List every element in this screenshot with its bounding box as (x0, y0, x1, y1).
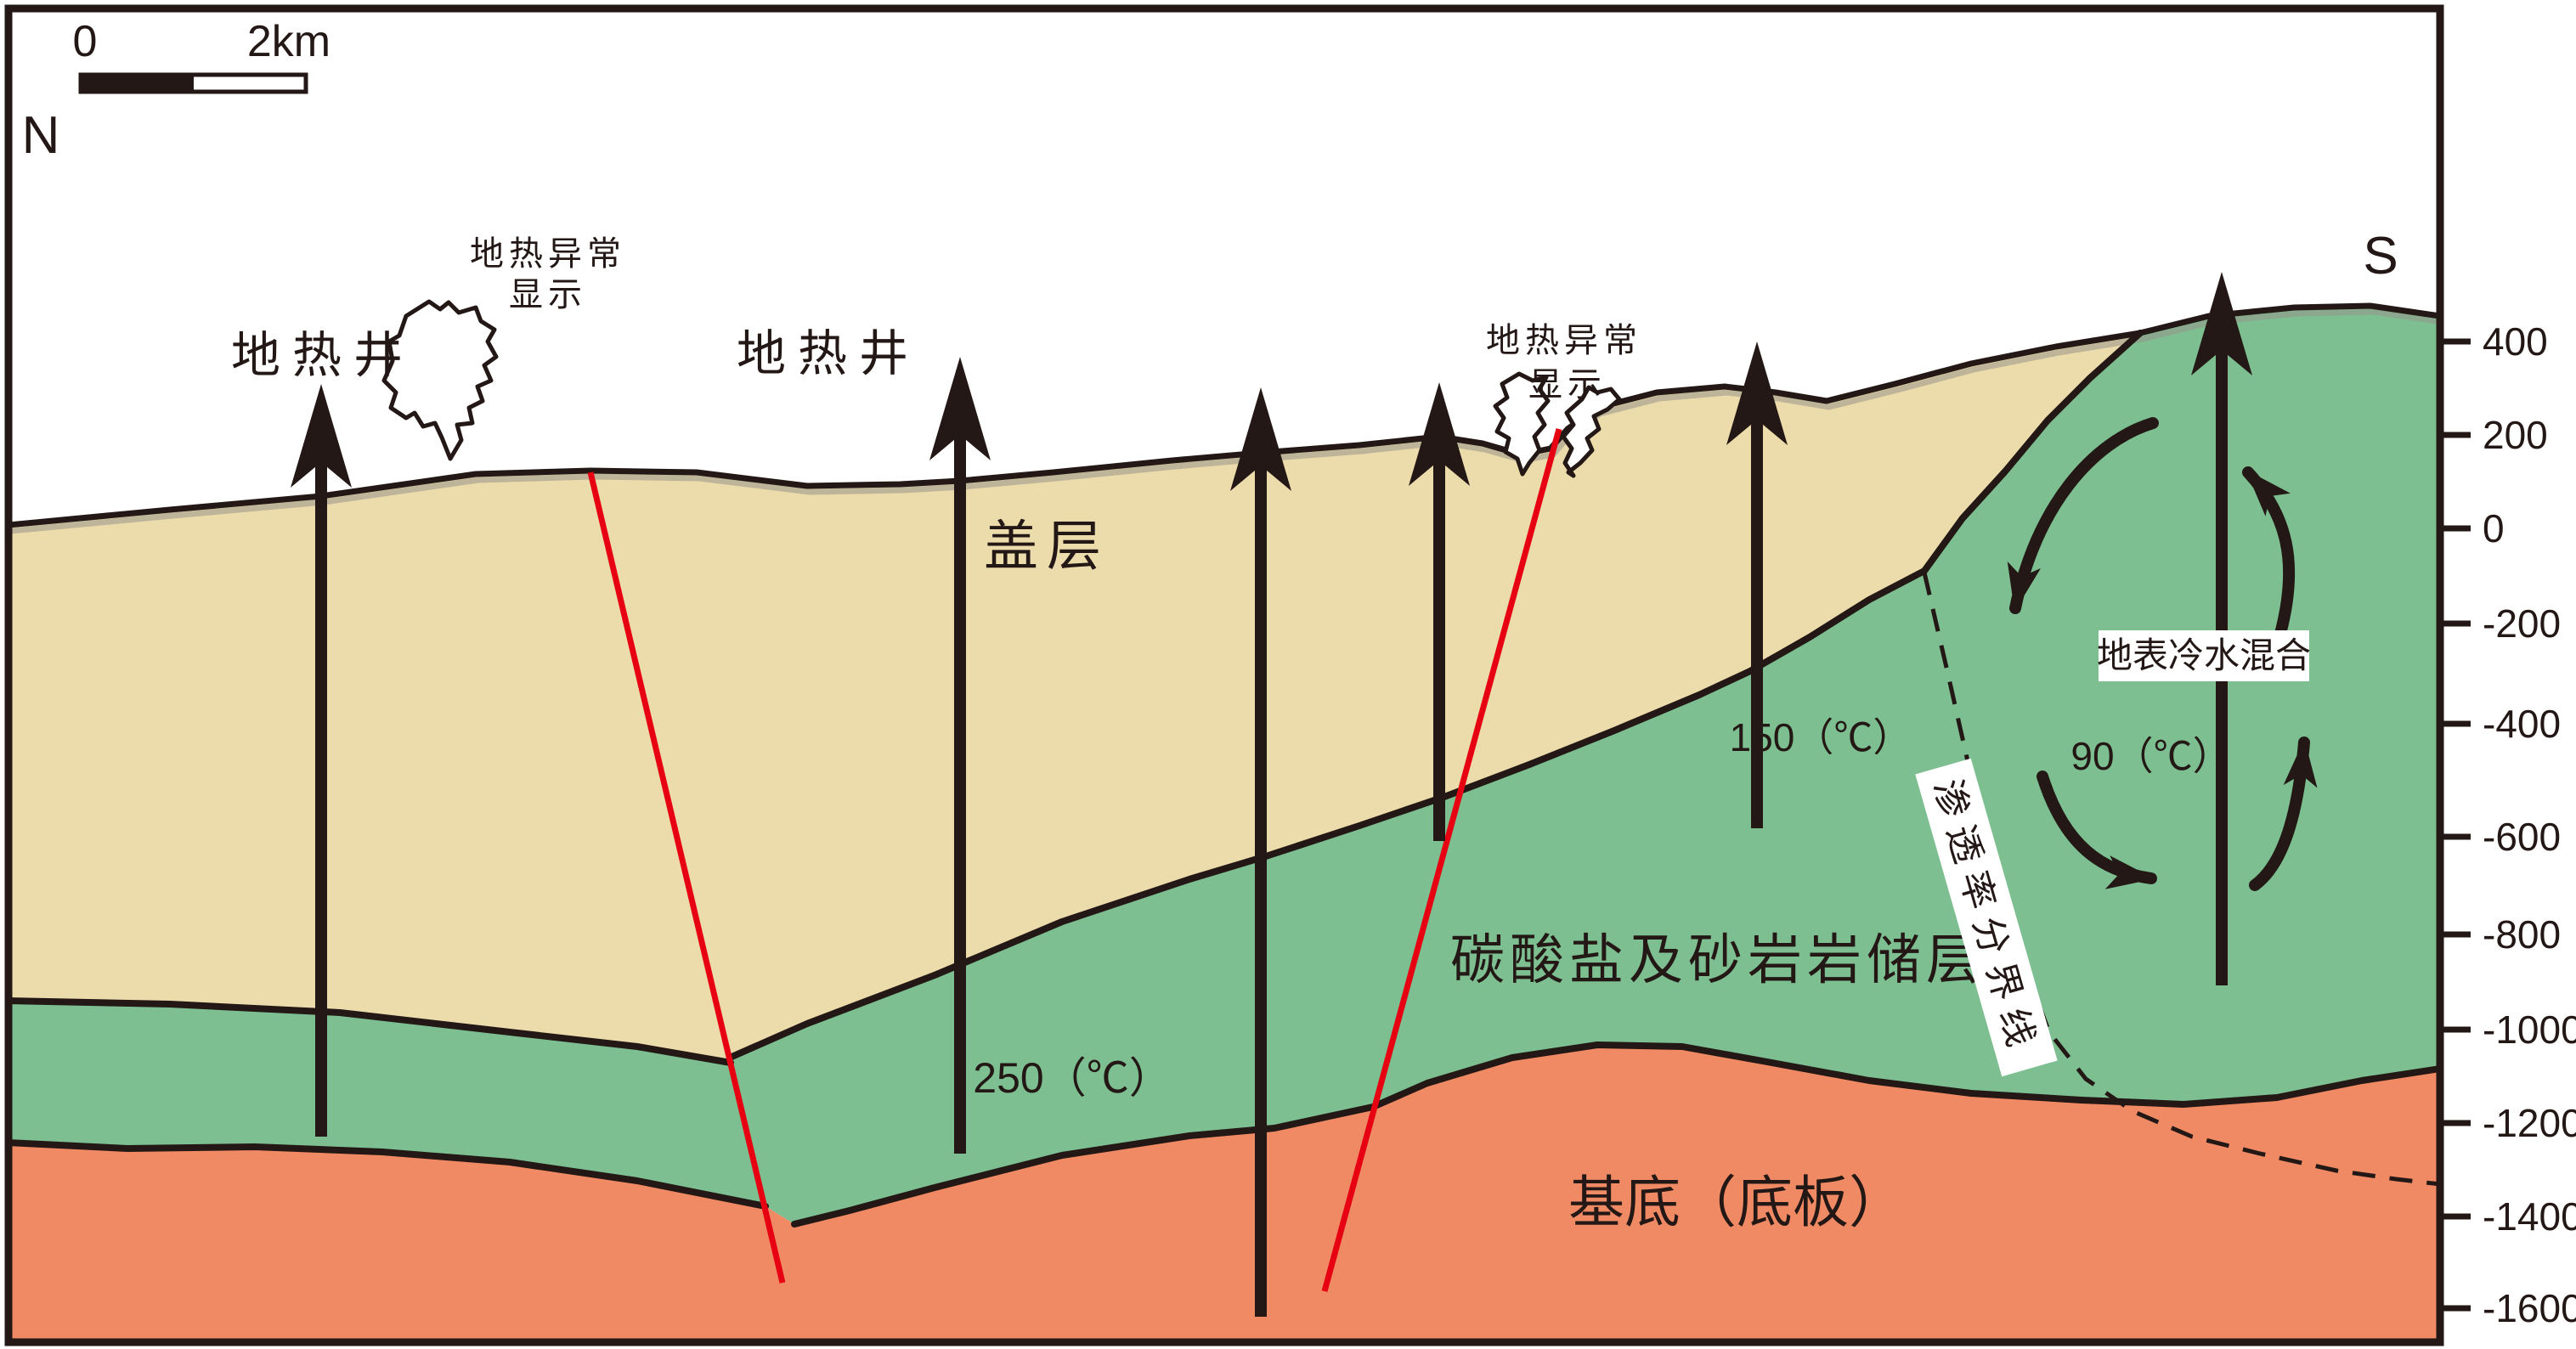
temperature-150-label: 150（℃） (1730, 715, 1912, 759)
basement-layer-region (12, 1045, 2437, 1339)
depth-axis: 400 200 0 -200 -400 -600 -800 -1000 -120… (2440, 319, 2576, 1330)
scale-end-label: 2km (247, 17, 330, 66)
well-label-1: 地热井 (231, 328, 415, 383)
scale-bar: 0 2km (73, 17, 330, 94)
compass-south-label: S (2363, 227, 2398, 285)
depth-label-0: 0 (2483, 506, 2505, 550)
depth-label-n400: -400 (2483, 702, 2561, 746)
hot-water-upflow-arrow-upper (2242, 466, 2296, 640)
depth-label-n600: -600 (2483, 815, 2561, 859)
well-arrow-5 (1726, 341, 1788, 828)
reservoir-layer-label: 碳酸盐及砂岩岩储层 (1450, 930, 1986, 991)
depth-label-n1000: -1000 (2483, 1008, 2576, 1052)
reservoir-layer-region (12, 306, 2437, 1224)
anomaly-outline-2-right (1561, 385, 1622, 478)
well-arrow-4 (1409, 382, 1470, 841)
cold-water-downflow-arrow-lower (2037, 770, 2157, 889)
scale-start-label: 0 (73, 17, 98, 66)
compass-north-label: N (22, 106, 60, 165)
depth-label-n200: -200 (2483, 601, 2561, 646)
cold-water-mixing-annotation: 地表冷水混合 (2097, 630, 2311, 681)
cap-layer-region (12, 333, 2140, 1063)
temperature-250-label: 250（℃） (973, 1054, 1171, 1102)
temperature-90-label: 90（℃） (2070, 734, 2231, 778)
depth-label-n1600: -1600 (2483, 1286, 2576, 1330)
fault-line-north (587, 471, 786, 1284)
reservoir-basement-boundary-east (791, 1041, 2437, 1228)
depth-label-400: 400 (2483, 319, 2548, 364)
well-label-2: 地热井 (737, 326, 920, 381)
anomaly-outline-1 (381, 299, 499, 461)
depth-label-n800: -800 (2483, 912, 2561, 957)
cap-layer-label: 盖层 (984, 516, 1110, 577)
figure-frame (4, 4, 2444, 1346)
geology-layers (12, 272, 2437, 1339)
anomaly-label-1: 地热异常 显示 (470, 234, 626, 313)
permeability-label-background (1915, 758, 2058, 1077)
depth-label-n1200: -1200 (2483, 1101, 2576, 1145)
cap-reservoir-boundary-west (12, 997, 734, 1066)
well-arrow-2 (929, 357, 991, 1154)
anomaly-label-2: 地热异常 显示 (1486, 321, 1642, 404)
depth-label-n1400: -1400 (2483, 1194, 2576, 1239)
cap-reservoir-boundary-east (726, 330, 2144, 1061)
anomaly-label-2-line1: 地热异常 (1486, 321, 1642, 359)
anomaly-label-1-line1: 地热异常 (470, 234, 626, 273)
cold-water-downflow-arrow-upper (2007, 417, 2159, 614)
scale-bar-solid-half (81, 75, 194, 92)
anomaly-outline-2-left (1493, 371, 1551, 477)
anomaly-label-2-line2: 显示 (1528, 365, 1607, 404)
cold-water-label-background (2099, 630, 2309, 681)
anomaly-label-1-line2: 显示 (509, 275, 587, 313)
hot-water-upflow-arrow-lower (2249, 737, 2318, 891)
well-arrow-3 (1230, 387, 1291, 1317)
cold-water-mixing-label: 地表冷水混合 (2097, 637, 2311, 676)
basement-layer-label: 基底（底板） (1568, 1172, 1905, 1234)
fault-line-south (1321, 428, 1562, 1292)
depth-label-200: 200 (2483, 413, 2548, 457)
well-arrow-1 (291, 384, 352, 1137)
reservoir-basement-boundary-west (12, 1139, 769, 1210)
